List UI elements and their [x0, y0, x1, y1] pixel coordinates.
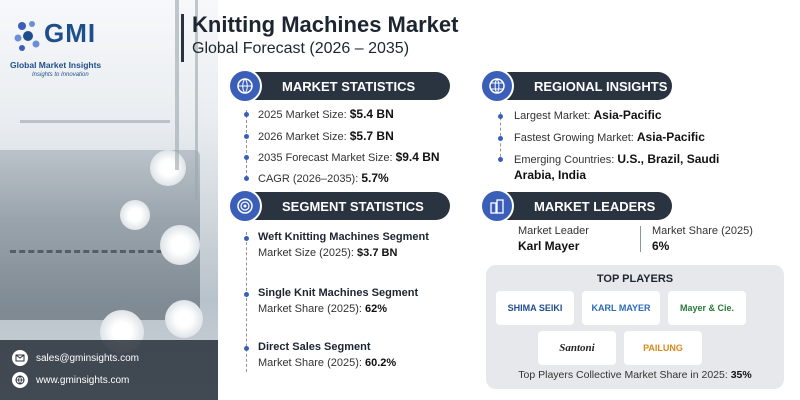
stat-cagr: CAGR (2026–2035): 5.7%: [258, 171, 389, 185]
email-text: sales@gminsights.com: [36, 352, 139, 364]
top-players-title: TOP PLAYERS: [596, 273, 674, 285]
globe-link-icon: [12, 372, 28, 388]
stat-2026-market-size: 2026 Market Size: $5.7 BN: [258, 129, 394, 143]
market-leaders-heading: MARKET LEADERS: [534, 198, 656, 214]
region-fastest-growing: Fastest Growing Market: Asia-Pacific: [514, 130, 705, 144]
shima-seiki-logo[interactable]: SHIMA SEIKI: [496, 291, 574, 325]
contact-email[interactable]: sales@gminsights.com: [12, 350, 139, 366]
market-leaders-header: MARKET LEADERS: [490, 192, 672, 220]
santoni-logo[interactable]: Santoni: [538, 331, 616, 365]
contact-bar: sales@gminsights.com www.gminsights.com: [0, 340, 218, 400]
knitting-machine-photo: [0, 0, 218, 400]
email-icon: [12, 350, 28, 366]
region-emerging-countries-cont: Arabia, India: [514, 168, 587, 182]
segment-single-knit-value: Market Share (2025): 62%: [258, 303, 388, 315]
mayer-cie-logo[interactable]: Mayer & Cie.: [668, 291, 746, 325]
contact-website[interactable]: www.gminsights.com: [12, 372, 129, 388]
company-tagline: Insights to Innovation: [32, 72, 89, 78]
karl-mayer-logo[interactable]: KARL MAYER: [582, 291, 660, 325]
company-name: Global Market Insights: [10, 60, 102, 70]
page-subtitle: Global Forecast (2026 – 2035): [192, 40, 410, 57]
segment-direct-sales-title: Direct Sales Segment: [258, 341, 371, 353]
market-share-label: Market Share (2025): [652, 225, 753, 237]
logo-text: GMI: [44, 18, 97, 48]
top-players-card: TOP PLAYERS SHIMA SEIKI KARL MAYER Mayer…: [486, 265, 784, 389]
gmi-logo-mark-icon: [14, 21, 40, 51]
gmi-logo[interactable]: GMI Global Market Insights Insights to I…: [10, 12, 116, 82]
building-icon: [480, 189, 514, 223]
target-icon: [228, 189, 262, 223]
leaders-divider: [640, 226, 641, 252]
market-share-value: 6%: [652, 239, 670, 253]
segment-weft-title: Weft Knitting Machines Segment: [258, 231, 429, 243]
market-leader-label: Market Leader: [518, 225, 589, 237]
market-statistics-header: MARKET STATISTICS: [238, 72, 450, 100]
segment-single-knit-title: Single Knit Machines Segment: [258, 287, 419, 299]
stat-2035-forecast-size: 2035 Forecast Market Size: $9.4 BN: [258, 150, 440, 164]
region-emerging-countries: Emerging Countries: U.S., Brazil, Saudi: [514, 152, 720, 166]
regional-insights-heading: REGIONAL INSIGHTS: [534, 78, 668, 94]
top-players-share: Top Players Collective Market Share in 2…: [518, 369, 752, 381]
stat-2025-market-size: 2025 Market Size: $5.4 BN: [258, 107, 394, 121]
segment-direct-sales-value: Market Share (2025): 60.2%: [258, 357, 397, 369]
regional-insights-header: REGIONAL INSIGHTS: [490, 72, 672, 100]
market-leader-value: Karl Mayer: [518, 239, 580, 253]
globe-chart-icon: [228, 69, 262, 103]
region-largest-market: Largest Market: Asia-Pacific: [514, 108, 662, 122]
segment-statistics-heading: SEGMENT STATISTICS: [282, 198, 424, 214]
market-statistics-heading: MARKET STATISTICS: [282, 78, 416, 94]
page-title: Knitting Machines Market: [192, 12, 459, 37]
globe-icon: [480, 69, 514, 103]
segment-weft-value: Market Size (2025): $3.7 BN: [258, 247, 398, 259]
title-divider: [181, 14, 184, 62]
segment-statistics-header: SEGMENT STATISTICS: [238, 192, 450, 220]
pailung-logo[interactable]: PAILUNG: [624, 331, 702, 365]
website-text: www.gminsights.com: [36, 374, 130, 386]
